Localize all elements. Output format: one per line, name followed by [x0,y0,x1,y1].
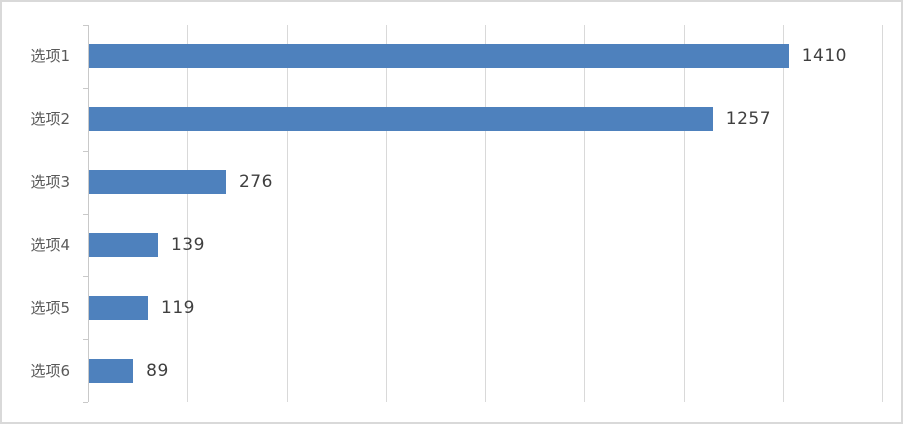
value-label: 276 [238,172,273,193]
gridline [286,25,288,402]
category-label: 选项5 [30,298,70,317]
bar-选项1 [89,44,789,69]
bar-选项4 [89,232,158,257]
axis-tick [83,150,88,152]
gridline [187,25,189,402]
value-label: 1257 [725,109,772,130]
category-label: 选项1 [30,47,70,66]
gridline [584,25,586,402]
gridline [385,25,387,402]
value-label: 119 [161,297,195,318]
gridline [782,25,784,402]
category-label: 选项2 [30,110,70,129]
category-label: 选项6 [30,361,70,380]
category-label: 选项4 [30,235,70,254]
value-label: 139 [170,234,205,255]
gridline [882,25,883,402]
gridline [683,25,685,402]
value-label: 1410 [801,46,847,67]
bar-选项6 [89,358,134,383]
value-label: 89 [146,360,169,381]
gridline [485,25,486,402]
category-axis-line [88,25,89,402]
axis-tick [83,87,88,89]
bar-选项2 [89,107,713,132]
axis-tick [83,25,88,26]
bar-选项5 [89,295,149,320]
bar-选项3 [89,170,226,195]
axis-tick [83,276,88,278]
axis-tick [83,213,88,215]
axis-tick [83,402,88,403]
category-label: 选项3 [30,173,70,192]
axis-tick [83,339,88,341]
